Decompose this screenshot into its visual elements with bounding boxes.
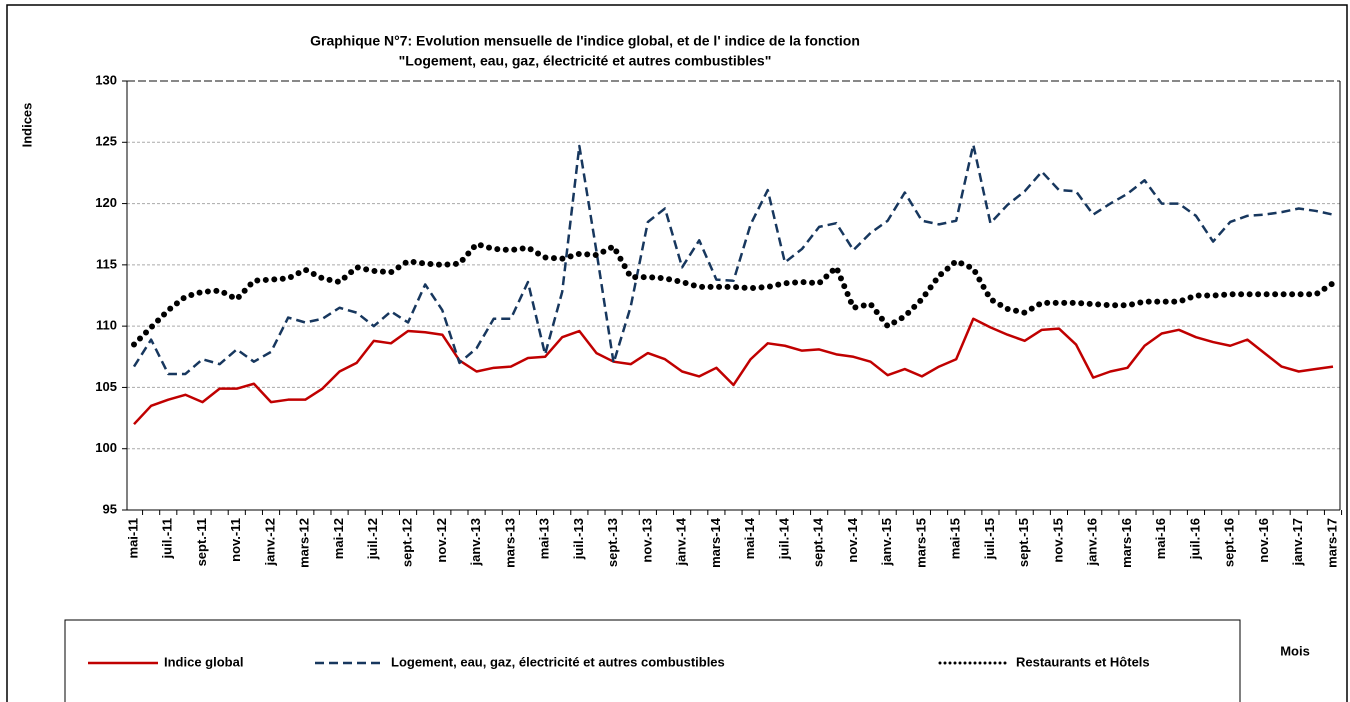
series-line (131, 241, 1336, 348)
x-tick-label: janv.-17 (1290, 518, 1305, 566)
x-tick-label: nov.-12 (434, 518, 449, 563)
x-tick-label: janv.-14 (674, 517, 689, 566)
series-line (132, 143, 1334, 376)
y-tick-label: 110 (96, 318, 117, 333)
x-tick-label: mai-11 (125, 518, 140, 558)
frame (6, 4, 1348, 702)
x-tick-label: janv.-13 (468, 518, 483, 566)
x-tick-label: mai-12 (331, 518, 346, 559)
y-axis-label: Indices (19, 103, 34, 148)
legend-label: Logement, eau, gaz, électricité et autre… (391, 654, 725, 669)
x-tick-label: sept.-12 (399, 518, 414, 567)
x-tick-label: mars-14 (708, 517, 723, 568)
y-tick-label: 115 (96, 256, 117, 271)
chart-subtitle: "Logement, eau, gaz, électricité et autr… (399, 53, 772, 69)
x-tick-label: mai-13 (537, 518, 552, 559)
y-tick-label: 130 (95, 72, 117, 87)
y-tick-label: 105 (95, 379, 117, 394)
x-tick-label: mai-14 (742, 517, 757, 559)
x-tick-label: mars-12 (297, 518, 312, 568)
x-tick-label: mars-17 (1324, 518, 1339, 568)
x-tick-label: mars-13 (502, 518, 517, 568)
series-line (133, 317, 1334, 426)
x-tick-label: mai-16 (1153, 518, 1168, 559)
legend-label: Indice global (164, 654, 243, 669)
x-tick-label: juil.-11 (160, 518, 175, 559)
x-tick-label: janv.-12 (262, 518, 277, 566)
x-tick-label: sept.-13 (605, 518, 620, 567)
x-tick-label: juil.-14 (776, 517, 791, 560)
y-tick-label: 125 (95, 134, 117, 149)
x-tick-label: juil.-16 (1187, 518, 1202, 560)
x-tick-label: nov.-11 (228, 518, 243, 562)
x-tick-label: janv.-15 (879, 518, 894, 566)
x-tick-label: nov.-13 (639, 518, 654, 563)
x-tick-label: mars-15 (913, 518, 928, 568)
x-tick-label: juil.-13 (571, 518, 586, 560)
x-tick-label: sept.-15 (1016, 518, 1031, 567)
x-tick-label: mai-15 (948, 518, 963, 559)
y-tick-label: 100 (95, 440, 117, 455)
legend-box (64, 619, 1241, 702)
x-tick-label: juil.-15 (982, 518, 997, 560)
x-tick-label: sept.-14 (811, 517, 826, 567)
y-tick-label: 95 (103, 501, 117, 516)
x-tick-label: mars-16 (1119, 518, 1134, 568)
x-tick-label: sept.-16 (1222, 518, 1237, 567)
legend-label: Restaurants et Hôtels (1016, 654, 1150, 669)
y-tick-label: 120 (95, 195, 117, 210)
x-tick-label: nov.-15 (1050, 518, 1065, 563)
x-tick-label: janv.-16 (1085, 518, 1100, 566)
x-tick-label: sept.-11 (194, 518, 209, 566)
x-tick-label: nov.-16 (1256, 518, 1271, 563)
x-tick-label: juil.-12 (365, 518, 380, 560)
chart-title: Graphique N°7: Evolution mensuelle de l'… (310, 33, 860, 49)
x-tick-label: nov.-14 (845, 517, 860, 562)
x-axis-label: Mois (1280, 643, 1310, 658)
